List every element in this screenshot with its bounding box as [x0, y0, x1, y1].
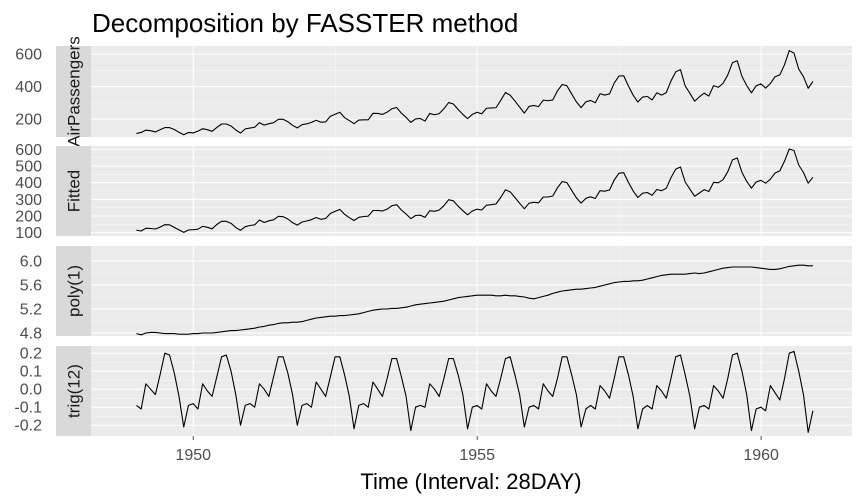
y-tick-label: 5.2	[20, 302, 42, 319]
y-tick-label: -0.1	[14, 400, 42, 417]
panel-3: 4.8 5.2 5.6 6.0 poly(1)	[20, 246, 852, 343]
strip-background	[56, 146, 91, 236]
series-line	[136, 49, 814, 136]
panel-background	[91, 346, 852, 436]
y-tick-label: 300	[15, 192, 42, 209]
chart-title: Decomposition by FASSTER method	[92, 8, 518, 38]
y-tick-label: 6.0	[20, 254, 42, 271]
strip-label: poly(1)	[65, 265, 84, 317]
y-tick-label: 600	[15, 47, 42, 64]
panel-background	[91, 46, 852, 137]
strip-background	[56, 246, 91, 336]
strip-label: Fitted	[65, 170, 84, 213]
y-tick-label: 5.6	[20, 278, 42, 295]
strip-label: trig(12)	[65, 364, 84, 418]
y-tick-label: 4.8	[20, 326, 42, 343]
strip-background	[56, 346, 91, 436]
y-tick-label: 0.0	[20, 382, 42, 399]
series-line	[136, 350, 814, 433]
y-tick-label: 400	[15, 175, 42, 192]
x-tick-label: 1960	[743, 447, 779, 464]
x-tick-label: 1955	[459, 447, 495, 464]
series-line	[136, 148, 814, 233]
strip-label: AirPassengers	[65, 36, 84, 147]
y-tick-label: 500	[15, 159, 42, 176]
y-tick-label: 0.1	[20, 364, 42, 381]
panel-1: 200 400 600 AirPassengers	[15, 36, 852, 147]
y-tick-label: 200	[15, 209, 42, 226]
strip-background	[56, 46, 91, 137]
panel-4: -0.2-0.10.00.10.2 trig(12)	[14, 346, 852, 436]
x-axis-ticks: 1950 1955 1960	[175, 436, 779, 464]
y-tick-label: 400	[15, 79, 42, 96]
y-tick-label: 600	[15, 142, 42, 159]
panel-background	[91, 246, 852, 336]
x-axis-title: Time (Interval: 28DAY)	[360, 469, 581, 494]
y-tick-label: 100	[15, 225, 42, 242]
y-tick-label: 200	[15, 112, 42, 129]
series-line	[136, 264, 813, 336]
y-tick-label: 0.2	[20, 346, 42, 363]
x-tick-label: 1950	[175, 447, 211, 464]
y-tick-label: -0.2	[14, 418, 42, 435]
